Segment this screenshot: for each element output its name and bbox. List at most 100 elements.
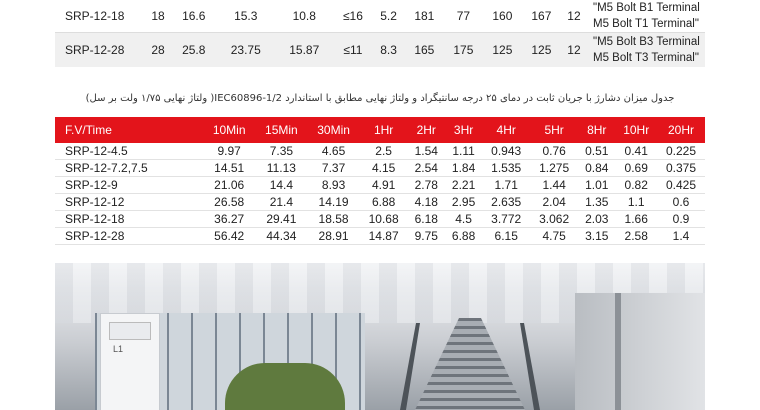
rate-cell: 4.91: [371, 178, 396, 192]
column-header: 3Hr: [444, 117, 483, 143]
spec-cell: 175: [443, 32, 483, 67]
rate-cell: 0.69: [624, 161, 648, 175]
table-row: SRP-12-7.2,7.5 14.51 11.13 7.37 4.15 2.54 1.84…: [55, 160, 705, 177]
table-row: SRP-12-4.5 9.97 7.35 4.65 2.5 1.54 1.11 0.943 0.…: [55, 143, 705, 160]
rate-cell: 9.75: [414, 229, 438, 243]
rate-cell: 2.54: [414, 161, 438, 175]
rate-cell: 4.18: [414, 195, 438, 209]
column-header: 8Hr: [578, 117, 616, 143]
rate-cell: 2.03: [585, 212, 609, 226]
rate-cell: 1.54: [414, 144, 438, 158]
spec-cell: 28: [145, 32, 172, 67]
column-header: 1Hr: [359, 117, 408, 143]
rate-cell: 14.4: [269, 178, 294, 192]
rate-cell: 0.9: [672, 212, 690, 226]
column-header: 4Hr: [482, 117, 531, 143]
table-row: SRP-12-18 18 16.6 15.3 10.8 ≤16 5.2 181 …: [55, 0, 705, 33]
model-cell: SRP-12-18: [65, 9, 125, 23]
model-cell: SRP-12-12: [65, 195, 125, 209]
spec-cell: 77: [456, 9, 471, 23]
rate-cell: 1.44: [542, 178, 566, 192]
rate-cell: 6.15: [494, 229, 518, 243]
spec-cell: 18: [151, 9, 165, 23]
column-header: F.V/Time: [55, 117, 204, 143]
rate-cell: 7.35: [269, 144, 294, 158]
rate-cell: 2.5: [375, 144, 392, 158]
spec-cell: 125: [521, 32, 561, 67]
rate-cell: 1.66: [624, 212, 648, 226]
rate-cell: 1.71: [494, 178, 518, 192]
rate-cell: 36.27: [214, 212, 245, 226]
table-header-row: F.V/Time 10Min 15Min 30Min 1Hr 2Hr 3Hr 4…: [55, 117, 705, 143]
rate-cell: 2.58: [624, 229, 648, 243]
spec-cell: 160: [492, 9, 513, 23]
rate-cell: 1.35: [585, 195, 609, 209]
discharge-rate-rows: SRP-12-4.5 9.97 7.35 4.65 2.5 1.54 1.11 0.943 0.…: [55, 143, 705, 245]
escalator-rail-left: [400, 323, 420, 410]
rate-cell: 14.51: [214, 161, 245, 175]
rate-cell: 18.58: [318, 212, 349, 226]
rate-cell: 21.06: [214, 178, 245, 192]
rate-cell: 0.943: [491, 144, 522, 158]
spec-cell: 165: [404, 32, 444, 67]
rate-cell: 4.5: [455, 212, 472, 226]
rate-cell: 0.375: [665, 161, 696, 175]
rate-cell: 29.41: [266, 212, 297, 226]
rate-cell: 6.88: [451, 229, 476, 243]
model-cell: SRP-12-18: [65, 212, 125, 226]
cabinet-panel: [109, 322, 151, 340]
spec-cell: 5.2: [380, 9, 397, 23]
escalator-rail-right: [520, 323, 540, 410]
spec-cell: 125: [482, 32, 522, 67]
rate-cell: 1.275: [539, 161, 570, 175]
rate-cell: 26.58: [214, 195, 245, 209]
rate-cell: 44.34: [266, 229, 297, 243]
table-row: SRP-12-9 21.06 14.4 8.93 4.91 2.78 2.21 1.71 1.4…: [55, 177, 705, 194]
spec-cell: 23.75: [216, 32, 276, 67]
rate-cell: 1.4: [672, 229, 690, 243]
rate-cell: 4.15: [371, 161, 396, 175]
rate-cell: 28.91: [318, 229, 349, 243]
column-header: 2Hr: [407, 117, 445, 143]
column-header: 5Hr: [530, 117, 579, 143]
rate-cell: 2.635: [491, 195, 522, 209]
rate-cell: 14.19: [318, 195, 349, 209]
spec-cell: 12: [560, 32, 587, 67]
rate-cell: 0.76: [542, 144, 566, 158]
rate-cell: 3.772: [491, 212, 522, 226]
rate-cell: 1.535: [491, 161, 522, 175]
model-cell: SRP-12-7.2,7.5: [65, 161, 148, 175]
rate-cell: 11.13: [266, 161, 296, 175]
spec-cell: 8.3: [372, 32, 405, 67]
rate-cell: 10.68: [368, 212, 399, 226]
rate-cell: 0.51: [585, 144, 609, 158]
terminal-line: M5 Bolt T1 Terminal": [593, 18, 699, 30]
rate-cell: 0.6: [672, 195, 690, 209]
spec-cell: ≤11: [333, 32, 373, 67]
rate-cell: 2.78: [414, 178, 438, 192]
rate-cell: 7.37: [321, 161, 346, 175]
rate-cell: 0.41: [624, 144, 648, 158]
rate-cell: 21.4: [269, 195, 294, 209]
rate-cell: 0.425: [665, 178, 696, 192]
model-cell: SRP-12-28: [55, 32, 145, 67]
rate-cell: 2.95: [451, 195, 476, 209]
terminal-line: M5 Bolt T3 Terminal": [593, 52, 699, 64]
battery-spec-table: SRP-12-18 18 16.6 15.3 10.8 ≤16 5.2 181 …: [55, 0, 705, 67]
spec-cell: 25.8: [171, 32, 217, 67]
rate-cell: 0.225: [665, 144, 696, 158]
rate-cell: 6.88: [371, 195, 396, 209]
pillar-edge: [615, 293, 621, 410]
discharge-rate-table: F.V/Time 10Min 15Min 30Min 1Hr 2Hr 3Hr 4…: [55, 117, 705, 245]
terminal-cell: "M5 Bolt B1 Terminal M5 Bolt T1 Terminal…: [587, 0, 705, 33]
spec-cell: 16.6: [182, 9, 206, 23]
spec-cell: 181: [414, 9, 435, 23]
column-header: 15Min: [255, 117, 308, 143]
column-header: 10Hr: [615, 117, 657, 143]
spec-cell: ≤16: [342, 9, 363, 23]
rate-cell: 0.82: [624, 178, 648, 192]
rate-cell: 1.84: [451, 161, 476, 175]
rate-cell: 0.84: [585, 161, 609, 175]
rate-cell: 6.18: [414, 212, 438, 226]
spec-cell: 15.87: [275, 32, 334, 67]
